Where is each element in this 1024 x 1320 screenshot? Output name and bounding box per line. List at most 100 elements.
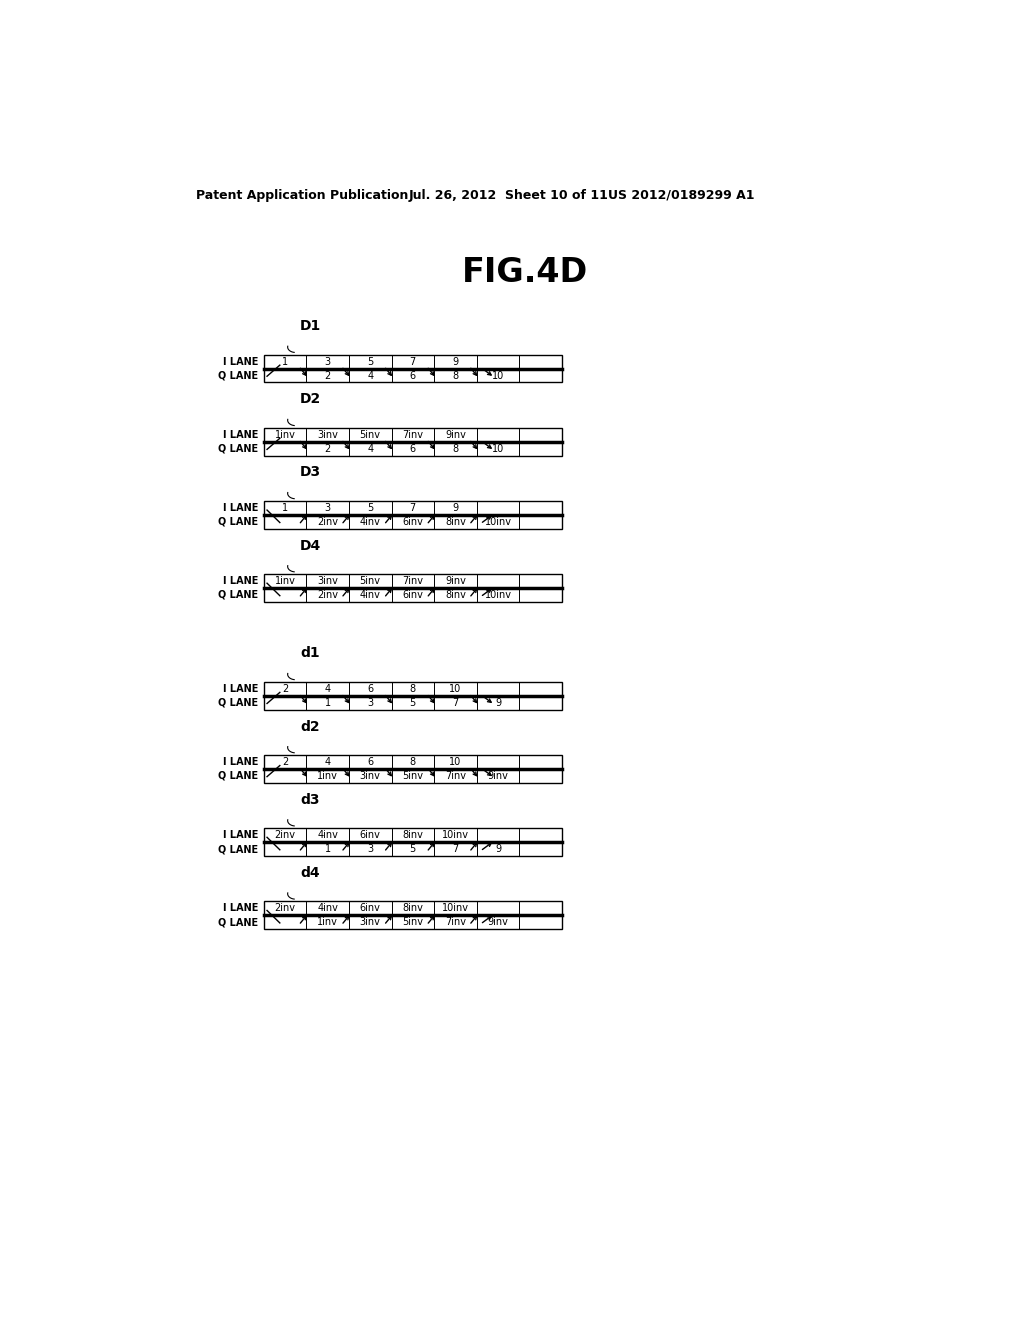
Text: Q LANE: Q LANE: [218, 843, 258, 854]
Text: I LANE: I LANE: [223, 684, 258, 694]
Bar: [263, 682, 562, 710]
Text: 7: 7: [453, 698, 459, 708]
Text: D3: D3: [300, 466, 322, 479]
Text: 8: 8: [410, 758, 416, 767]
Text: d1: d1: [300, 647, 319, 660]
Text: 5inv: 5inv: [402, 771, 423, 781]
Text: 6: 6: [410, 371, 416, 380]
Text: 5inv: 5inv: [359, 430, 381, 440]
Bar: [263, 755, 562, 783]
Text: 8inv: 8inv: [402, 830, 423, 841]
Text: Q LANE: Q LANE: [218, 371, 258, 380]
Text: 8inv: 8inv: [402, 903, 423, 913]
Text: 4: 4: [368, 371, 374, 380]
Text: D1: D1: [300, 319, 322, 333]
Text: 10inv: 10inv: [442, 830, 469, 841]
Text: 1inv: 1inv: [274, 430, 295, 440]
Text: 3inv: 3inv: [317, 430, 338, 440]
Text: 8: 8: [453, 444, 459, 454]
Text: 10: 10: [450, 758, 462, 767]
Text: I LANE: I LANE: [223, 576, 258, 586]
Text: 3: 3: [325, 503, 331, 513]
Text: US 2012/0189299 A1: US 2012/0189299 A1: [608, 189, 755, 202]
Bar: [263, 428, 562, 455]
Text: 3inv: 3inv: [317, 576, 338, 586]
Text: 5: 5: [367, 356, 374, 367]
Text: d2: d2: [300, 719, 319, 734]
Text: 1: 1: [325, 698, 331, 708]
Text: 1: 1: [282, 503, 288, 513]
Text: 5: 5: [410, 843, 416, 854]
Text: 3: 3: [325, 356, 331, 367]
Text: 7inv: 7inv: [445, 771, 466, 781]
Text: 9inv: 9inv: [445, 576, 466, 586]
Text: I LANE: I LANE: [223, 503, 258, 513]
Text: 2inv: 2inv: [274, 903, 296, 913]
Bar: [263, 829, 562, 855]
Text: 8inv: 8inv: [445, 590, 466, 601]
Text: D2: D2: [300, 392, 322, 407]
Text: 1inv: 1inv: [317, 771, 338, 781]
Text: Q LANE: Q LANE: [218, 444, 258, 454]
Text: 10: 10: [492, 444, 504, 454]
Text: Q LANE: Q LANE: [218, 517, 258, 527]
Text: 4inv: 4inv: [317, 830, 338, 841]
Text: 6inv: 6inv: [359, 830, 381, 841]
Text: 4inv: 4inv: [359, 517, 381, 527]
Text: FIG.4D: FIG.4D: [462, 256, 588, 289]
Text: 7: 7: [410, 503, 416, 513]
Text: 3: 3: [368, 843, 374, 854]
Text: I LANE: I LANE: [223, 758, 258, 767]
Text: 4: 4: [325, 758, 331, 767]
Text: 6: 6: [368, 758, 374, 767]
Text: 9inv: 9inv: [487, 771, 509, 781]
Text: d3: d3: [300, 793, 319, 807]
Text: 6: 6: [368, 684, 374, 694]
Text: I LANE: I LANE: [223, 903, 258, 913]
Text: I LANE: I LANE: [223, 830, 258, 841]
Text: 9inv: 9inv: [487, 917, 509, 927]
Bar: [263, 574, 562, 602]
Text: 2inv: 2inv: [317, 517, 338, 527]
Text: 2: 2: [282, 684, 288, 694]
Text: Jul. 26, 2012  Sheet 10 of 11: Jul. 26, 2012 Sheet 10 of 11: [409, 189, 608, 202]
Text: 2inv: 2inv: [317, 590, 338, 601]
Text: 9: 9: [495, 698, 501, 708]
Text: Q LANE: Q LANE: [218, 698, 258, 708]
Text: I LANE: I LANE: [223, 356, 258, 367]
Text: 7inv: 7inv: [402, 430, 423, 440]
Text: 10inv: 10inv: [484, 517, 512, 527]
Text: d4: d4: [300, 866, 319, 880]
Text: 7: 7: [410, 356, 416, 367]
Bar: [263, 355, 562, 383]
Text: 10: 10: [450, 684, 462, 694]
Text: 3inv: 3inv: [359, 917, 381, 927]
Text: 2: 2: [325, 371, 331, 380]
Text: 3: 3: [368, 698, 374, 708]
Text: I LANE: I LANE: [223, 430, 258, 440]
Text: 9: 9: [453, 503, 459, 513]
Text: 7: 7: [453, 843, 459, 854]
Text: 2inv: 2inv: [274, 830, 296, 841]
Text: 8inv: 8inv: [445, 517, 466, 527]
Text: 2: 2: [325, 444, 331, 454]
Text: 4: 4: [368, 444, 374, 454]
Text: 3inv: 3inv: [359, 771, 381, 781]
Text: 8: 8: [453, 371, 459, 380]
Text: 5: 5: [367, 503, 374, 513]
Text: 10inv: 10inv: [484, 590, 512, 601]
Text: 7inv: 7inv: [445, 917, 466, 927]
Text: 5: 5: [410, 698, 416, 708]
Text: Patent Application Publication: Patent Application Publication: [197, 189, 409, 202]
Text: 7inv: 7inv: [402, 576, 423, 586]
Text: 9: 9: [495, 843, 501, 854]
Text: 10: 10: [492, 371, 504, 380]
Text: 4inv: 4inv: [317, 903, 338, 913]
Text: 1inv: 1inv: [317, 917, 338, 927]
Text: Q LANE: Q LANE: [218, 590, 258, 601]
Bar: [263, 502, 562, 529]
Text: 4inv: 4inv: [359, 590, 381, 601]
Text: 9inv: 9inv: [445, 430, 466, 440]
Bar: [263, 902, 562, 929]
Text: 6inv: 6inv: [359, 903, 381, 913]
